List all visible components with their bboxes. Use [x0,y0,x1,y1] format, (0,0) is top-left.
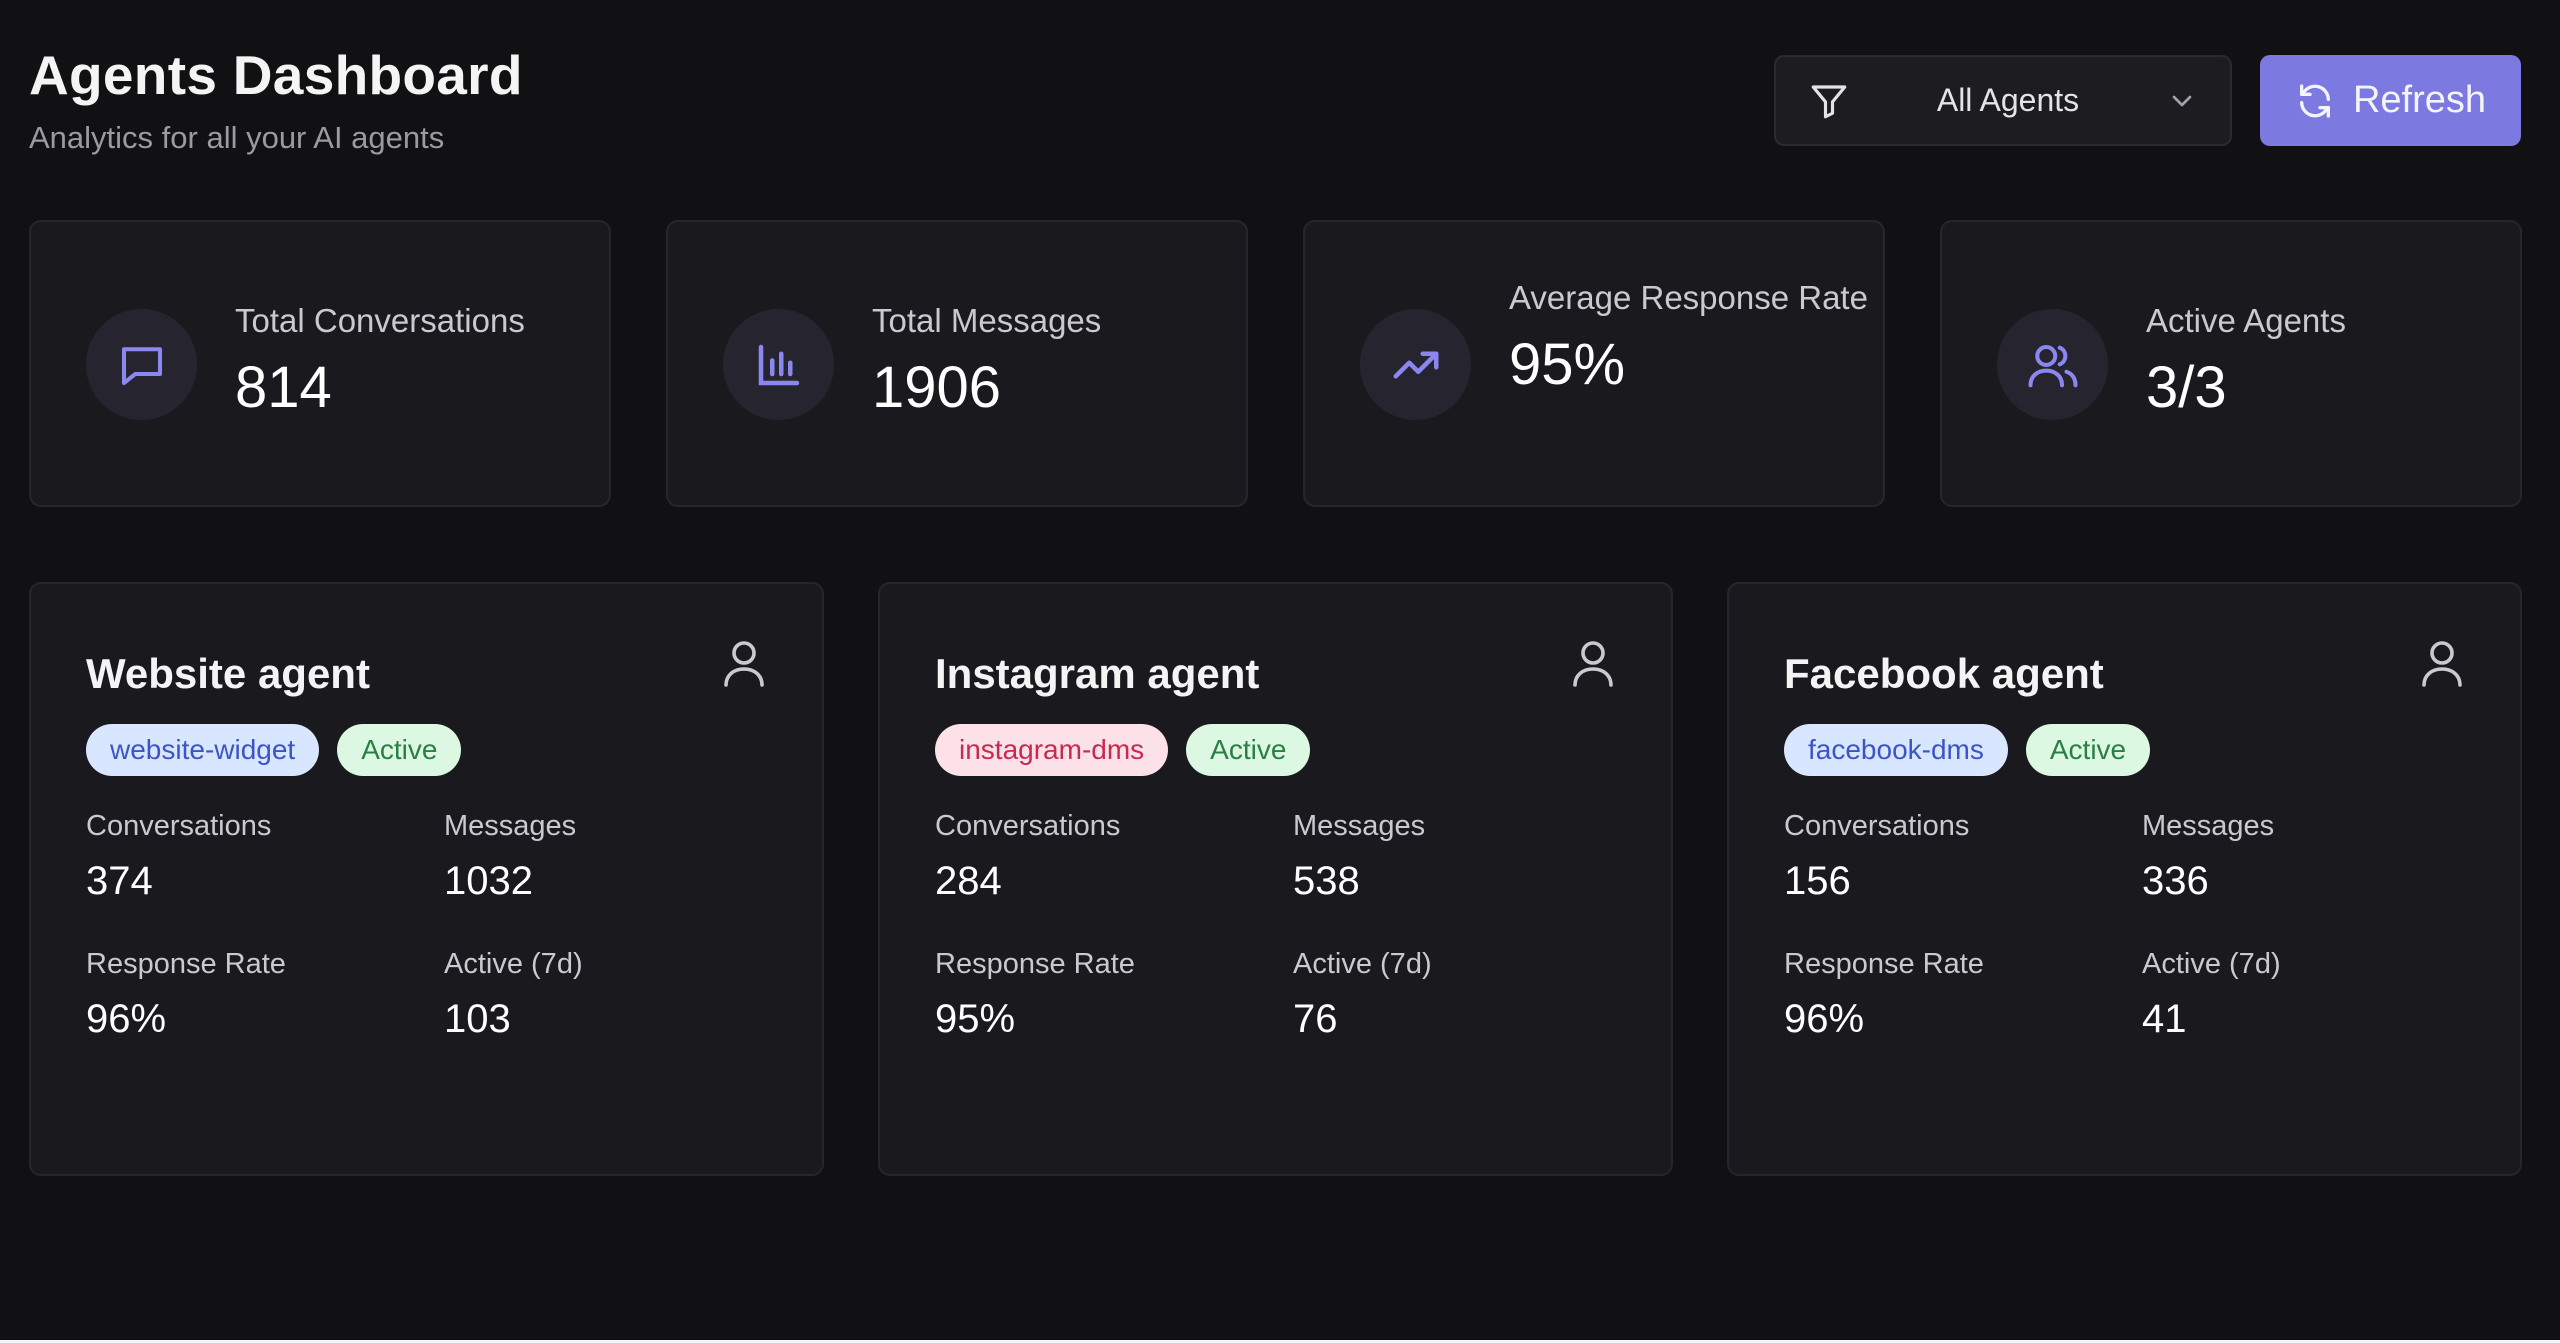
metric-active-7d: Active (7d) 76 [1293,948,1432,1041]
metric-active-7d: Active (7d) 41 [2142,948,2281,1041]
agent-card-facebook[interactable]: Facebook agent facebook-dms Active Conve… [1727,582,2522,1176]
metric-messages: Messages 1032 [444,810,577,903]
page-subtitle: Analytics for all your AI agents [29,120,445,155]
agent-filter-select[interactable]: All Agents [1774,55,2232,146]
metric-active-7d: Active (7d) 103 [444,948,583,1041]
stat-value: 814 [235,355,332,420]
stat-value: 1906 [872,355,1002,420]
stat-card-active-agents: Active Agents 3/3 [1940,220,2522,507]
chevron-down-icon [2172,95,2192,106]
metric-response-rate: Response Rate 96% [1784,948,1984,1041]
metric-conversations: Conversations 156 [1784,810,1970,903]
users-icon [2027,344,2078,387]
metric-conversations: Conversations 374 [86,810,272,903]
stat-card-total-messages: Total Messages 1906 [666,220,1248,507]
status-badge: Active [337,724,462,776]
agent-card-instagram[interactable]: Instagram agent instagram-dms Active Con… [878,582,1673,1176]
filter-selected-value: All Agents [1936,82,2080,118]
metric-response-rate: Response Rate 95% [935,948,1135,1041]
message-square-icon [121,346,162,385]
page-title: Agents Dashboard [29,44,523,106]
stat-card-average-response-rate: Average Response Rate 95% [1303,220,1885,507]
status-badge: Active [2025,724,2151,776]
user-icon [1573,641,1613,687]
metric-response-rate: Response Rate 96% [86,948,286,1041]
agent-name: Instagram agent [935,650,1260,697]
refresh-button[interactable]: Refresh [2260,55,2521,146]
stat-card-total-conversations: Total Conversations 814 [29,220,611,507]
user-icon [2422,641,2462,687]
refresh-icon [2299,83,2330,118]
status-badge: Active [1186,724,1311,776]
bar-chart-icon [758,344,799,385]
channel-badge: instagram-dms [935,724,1169,776]
agent-card-website[interactable]: Website agent website-widget Active Conv… [29,582,824,1176]
stat-label: Average Response Rate [1509,279,1868,316]
metric-messages: Messages 538 [1293,810,1426,903]
agent-name: Website agent [86,650,370,697]
stat-value: 95% [1509,332,1626,397]
metric-messages: Messages 336 [2142,810,2275,903]
page-header: Agents Dashboard Analytics for all your … [29,40,523,158]
user-icon [724,641,764,687]
filter-icon [1811,84,1847,118]
metric-conversations: Conversations 284 [935,810,1121,903]
channel-badge: facebook-dms [1784,724,2008,776]
trending-up-icon [1393,351,1438,378]
stat-label: Total Conversations [235,302,525,339]
agent-name: Facebook agent [1784,650,2104,697]
refresh-label: Refresh [2352,79,2487,121]
bottom-edge [0,1340,2560,1343]
stat-value: 3/3 [2146,355,2227,420]
stat-label: Active Agents [2146,302,2346,339]
stat-label: Total Messages [872,302,1102,339]
channel-badge: website-widget [86,724,320,776]
